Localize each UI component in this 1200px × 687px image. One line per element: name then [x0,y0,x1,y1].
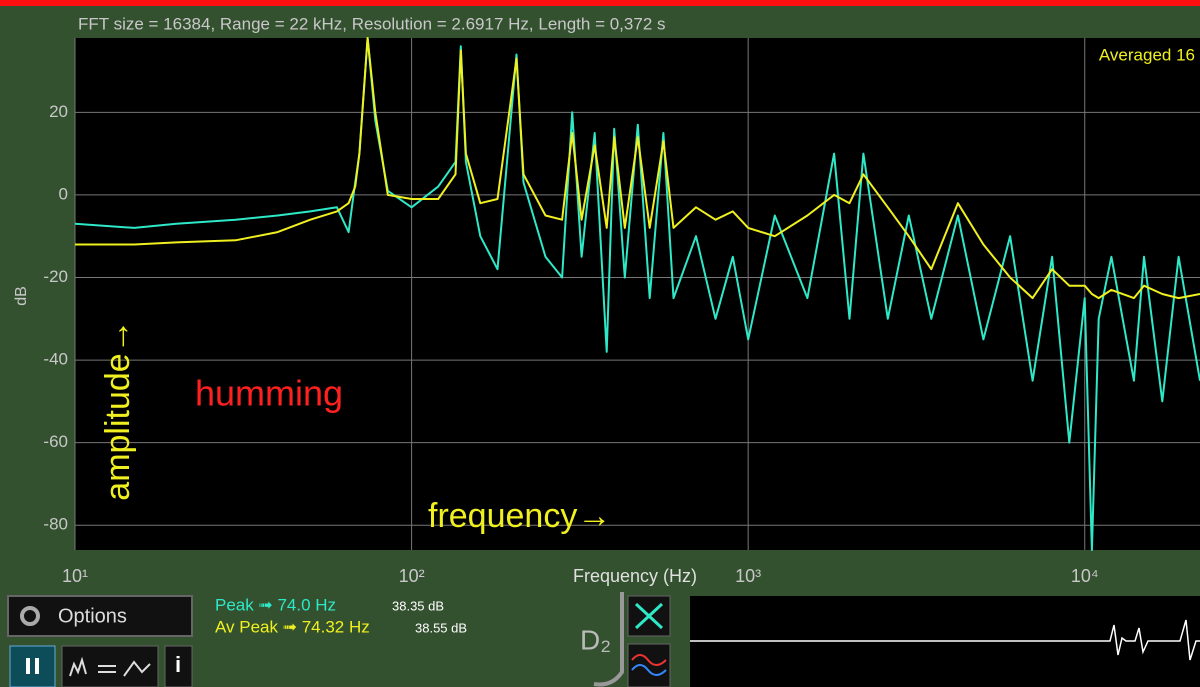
av-peak-label: Av Peak ➟ 74.32 Hz [215,617,370,636]
zoom-icon [634,602,664,630]
y-tick-label: -60 [43,432,68,451]
x-tick-label: 10¹ [62,566,88,586]
scale-icon [631,654,667,666]
pause-icon [26,658,30,674]
x-tick-label: 10² [399,566,425,586]
y-axis-label: dB [13,286,30,306]
y-tick-label: -80 [43,515,68,534]
x-tick-label: 10⁴ [1071,566,1099,586]
series-line [75,37,1200,300]
scale-icon [631,664,667,676]
annotation: frequency→ [428,497,611,535]
peak-label: Peak ➟ 74.0 Hz [215,595,336,614]
spectrum [74,37,1200,551]
note-icon [593,592,624,687]
options-label: Options [58,605,127,627]
info-button[interactable] [164,645,193,687]
top-bar [0,0,1200,6]
pause-icon [35,658,39,674]
peak-db: 38.35 dB [392,598,444,613]
mode-icon [69,656,151,677]
x-tick-label: 10³ [735,566,761,586]
y-tick-label: -20 [43,267,68,286]
x-axis-label: Frequency (Hz) [573,566,697,586]
d2-label: D₂ [580,624,611,655]
averaged-label: Averaged 16 [1099,45,1195,64]
mode-button[interactable] [61,645,159,687]
av-peak-db: 38.55 dB [415,620,467,635]
info-label: i [175,652,181,677]
waveform [690,619,1200,661]
scale-button[interactable] [627,643,671,687]
annotation: humming [195,373,343,414]
plot-area [75,38,1200,550]
gear-icon [20,606,40,626]
annotation: amplitude→ [99,319,137,500]
y-tick-label: 20 [49,102,68,121]
header: FFT size = 16384, Range = 22 kHz, Resolu… [78,14,666,33]
y-tick-label: -40 [43,350,68,369]
y-tick-label: 0 [59,184,68,203]
grid [74,38,1200,550]
pause-button[interactable] [9,645,56,687]
